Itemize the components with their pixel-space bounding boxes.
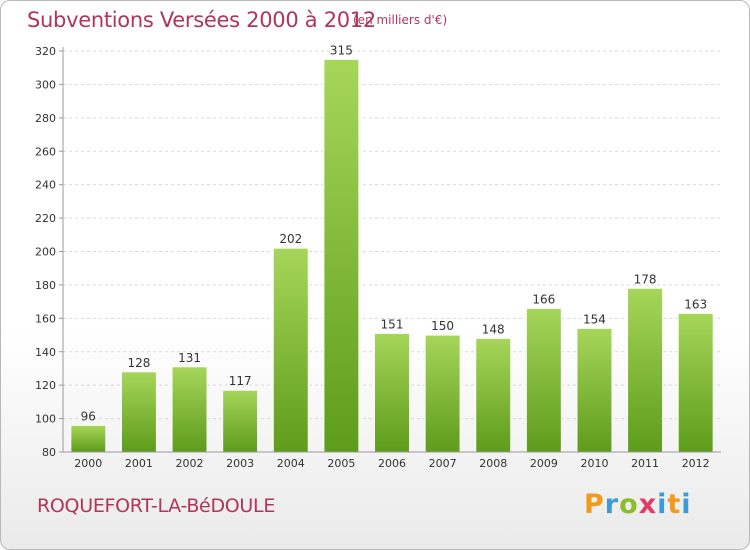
bar-2008 — [475, 337, 512, 453]
y-axis: 80 100 120 140 160 180 200 220 240 260 280 300 320 — [35, 45, 64, 459]
y-tick-label: 80 — [42, 446, 56, 459]
x-axis: 2000 2001 2002 2003 2004 2005 2006 2007 2008 2009… — [63, 451, 721, 470]
chart-title: Subventions Versées 2000 à 2012 — [27, 8, 376, 32]
y-tick-label: 180 — [35, 279, 56, 292]
value-label-2010: 154 — [583, 312, 606, 326]
x-tick-label-2006: 2006 — [378, 457, 406, 470]
y-tick-label: 140 — [35, 346, 56, 359]
value-label-2007: 150 — [431, 319, 454, 333]
x-tick-label-2005: 2005 — [327, 457, 355, 470]
value-label-2009: 166 — [532, 292, 555, 306]
bars: 96 128 131 117 202 315 151 150 148 166 154 178 163 — [70, 43, 714, 453]
y-tick-label: 100 — [35, 413, 56, 426]
bar-2006 — [374, 332, 410, 453]
bar-2001 — [120, 371, 157, 453]
value-label-2002: 131 — [178, 351, 201, 365]
x-tick-label-2008: 2008 — [479, 457, 507, 470]
x-tick-label-2002: 2002 — [176, 457, 204, 470]
value-label-2008: 148 — [482, 322, 505, 336]
value-label-2004: 202 — [279, 232, 302, 246]
bar-2010 — [576, 327, 613, 453]
value-label-2011: 178 — [634, 272, 657, 286]
x-tick-label-2009: 2009 — [530, 457, 558, 470]
y-tick-label: 240 — [35, 179, 56, 192]
commune-name: ROQUEFORT-LA-BéDOULE — [37, 495, 276, 517]
bar-2004 — [272, 247, 309, 453]
value-label-2012: 163 — [684, 297, 707, 311]
value-label-2003: 117 — [229, 374, 252, 388]
value-label-2001: 128 — [127, 356, 150, 370]
y-tick-label: 300 — [35, 78, 56, 91]
bar-2007 — [424, 334, 461, 453]
x-tick-label-2011: 2011 — [631, 457, 659, 470]
proxiti-logo[interactable]: Proxiti — [584, 489, 692, 520]
value-label-2005: 315 — [330, 43, 353, 57]
bar-2011 — [627, 287, 664, 453]
value-label-2006: 151 — [381, 317, 404, 331]
x-tick-label-2004: 2004 — [277, 457, 305, 470]
bar-2003 — [222, 389, 259, 453]
x-tick-label-2003: 2003 — [226, 457, 254, 470]
y-tick-label: 280 — [35, 112, 56, 125]
bar-2002 — [171, 366, 208, 453]
y-tick-label: 320 — [35, 45, 56, 58]
x-tick-label-2010: 2010 — [580, 457, 608, 470]
chart-unit: (en milliers d'€) — [353, 13, 448, 27]
bar-2012 — [677, 312, 714, 453]
value-label-2000: 96 — [81, 409, 96, 423]
x-tick-label-2007: 2007 — [429, 457, 457, 470]
y-tick-label: 220 — [35, 212, 56, 225]
y-tick-label: 200 — [35, 246, 56, 259]
bar-2005 — [323, 58, 360, 453]
y-tick-label: 120 — [35, 379, 56, 392]
x-tick-label-2001: 2001 — [125, 457, 153, 470]
y-tick-label: 260 — [35, 145, 56, 158]
y-tick-label: 160 — [35, 312, 56, 325]
bar-2000 — [70, 424, 107, 453]
x-tick-label-2000: 2000 — [74, 457, 102, 470]
x-tick-label-2012: 2012 — [682, 457, 710, 470]
bar-2009 — [525, 307, 562, 453]
